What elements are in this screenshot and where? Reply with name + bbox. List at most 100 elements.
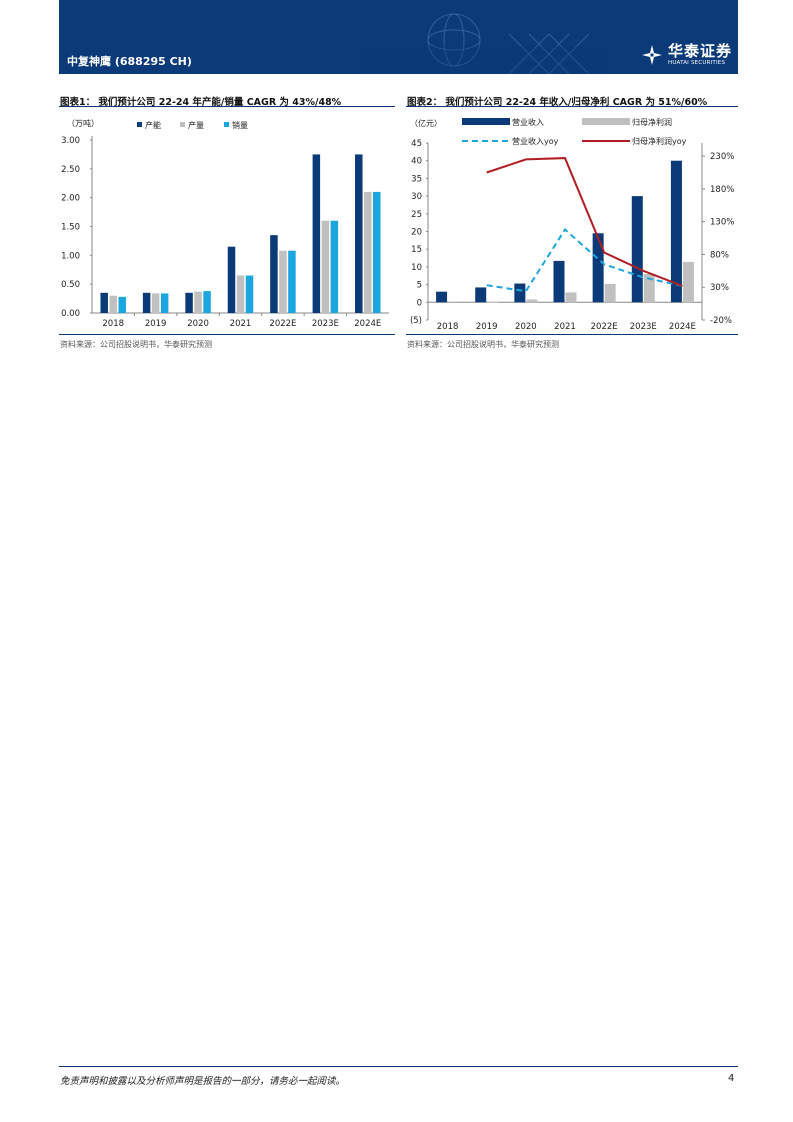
chart1-y-tick: 1.00 xyxy=(61,251,80,261)
chart2-y2-tick: 30% xyxy=(710,283,729,293)
chart2-x-tick: 2024E xyxy=(669,322,696,332)
footer-disclaimer: 免责声明和披露以及分析师声明是报告的一部分，请务必一起阅读。 xyxy=(60,1076,346,1087)
chart1-bar-产量 xyxy=(321,220,330,313)
chart2-bar-营业收入 xyxy=(670,160,682,303)
chart1-x-tick: 2022E xyxy=(269,319,296,329)
chart2-y-tick: (5) xyxy=(410,316,422,326)
chart1-bar-产量 xyxy=(236,275,245,313)
chart1-legend-label: 产能 xyxy=(145,120,161,130)
chart1-x-tick: 2021 xyxy=(230,319,252,329)
chart2-bar-归母净利润 xyxy=(487,301,499,303)
logo-text-cn: 华泰证券 xyxy=(667,42,732,60)
logo-text-en: HUATAI SECURITIES xyxy=(667,60,726,66)
chart1-bar-产能 xyxy=(355,154,363,313)
figure2-bottom-rule xyxy=(406,334,738,335)
chart1-bar-产量 xyxy=(109,295,117,313)
page-number: 4 xyxy=(728,1073,735,1084)
chart2-y2-tick: 230% xyxy=(710,152,734,162)
chart2-x-tick: 2020 xyxy=(515,322,537,332)
chart1-y-tick: 3.00 xyxy=(61,136,80,146)
chart2-bar-营业收入 xyxy=(475,287,487,303)
figure2-source: 资料来源：公司招股说明书，华泰研究预测 xyxy=(407,340,559,349)
chart1-legend-swatch xyxy=(180,122,185,127)
chart2-y-tick: 40 xyxy=(411,157,422,167)
chart2-legend-swatch xyxy=(462,118,510,125)
chart2-bar-营业收入 xyxy=(514,283,526,303)
chart2-y-tick: 5 xyxy=(417,281,422,291)
chart1-bar-产能 xyxy=(312,154,321,313)
chart2-bar-归母净利润 xyxy=(682,261,694,303)
chart1-legend-swatch xyxy=(224,122,229,127)
chart1-x-tick: 2020 xyxy=(187,319,209,329)
chart1-x-tick: 2023E xyxy=(312,319,339,329)
chart1-x-tick: 2018 xyxy=(102,319,124,329)
chart2-y-tick: 30 xyxy=(411,192,422,202)
chart2-revenue-profit: （亿元） (5) 0 5 10 15 20 25 30 35 40 45 -20% 30% 80% 130% 1… xyxy=(410,117,734,332)
chart1-bar-产能 xyxy=(227,246,236,313)
chart1-legend-swatch xyxy=(137,122,142,127)
huatai-logo-icon xyxy=(641,45,662,65)
chart1-bar-销量 xyxy=(373,191,381,313)
figure1-source: 资料来源：公司招股说明书，华泰研究预测 xyxy=(60,340,212,349)
chart2-line-营业收入yoy xyxy=(486,228,683,293)
chart1-x-tick: 2024E xyxy=(354,319,381,329)
chart1-bar-产能 xyxy=(142,292,151,313)
header-pattern xyxy=(359,13,609,74)
chart1-bar-产量 xyxy=(194,291,202,313)
chart1-legend-label: 产量 xyxy=(188,120,204,130)
chart2-unit-label: （亿元） xyxy=(410,118,442,128)
stock-ticker: 中复神鹰 (688295 CH) xyxy=(67,55,192,68)
chart1-bar-产量 xyxy=(364,191,372,313)
chart1-y-tick: 1.50 xyxy=(61,223,80,233)
chart2-y2-tick: 130% xyxy=(710,218,734,228)
chart2-line-归母净利润yoy xyxy=(486,157,683,287)
chart1-capacity-sales: （万吨） 0.00 0.50 1.00 1.50 2.00 2.50 3.00 2018 2019… xyxy=(61,118,389,329)
chart2-y-tick: 20 xyxy=(411,228,422,238)
chart2-bar-营业收入 xyxy=(631,196,643,303)
chart2-legend-label: 归母净利润 xyxy=(632,117,672,127)
chart2-x-tick: 2022E xyxy=(591,322,618,332)
chart1-y-tick: 0.00 xyxy=(61,309,80,319)
chart1-bar-销量 xyxy=(160,293,169,313)
chart1-bar-销量 xyxy=(330,220,339,313)
chart2-x-tick: 2023E xyxy=(630,322,657,332)
chart1-bar-产量 xyxy=(279,250,287,313)
chart2-bar-归母净利润 xyxy=(643,273,655,303)
chart1-bar-产能 xyxy=(185,292,193,313)
company-logo: 华泰证券 HUATAI SECURITIES xyxy=(641,40,732,70)
chart1-y-tick: 0.50 xyxy=(61,280,80,290)
chart2-bar-归母净利润 xyxy=(526,299,538,303)
chart2-y-tick: 25 xyxy=(411,210,422,220)
chart2-legend-label: 营业收入yoy xyxy=(512,136,559,146)
chart2-legend-swatch xyxy=(582,118,630,125)
figure1-bottom-rule xyxy=(59,334,395,335)
chart1-bar-产能 xyxy=(100,292,108,313)
chart2-bar-营业收入 xyxy=(592,233,604,303)
chart2-x-tick: 2019 xyxy=(476,322,498,332)
chart1-bar-产量 xyxy=(151,293,160,313)
figure1-top-rule xyxy=(59,106,395,107)
figure2-top-rule xyxy=(406,106,738,107)
chart2-legend-label: 归母净利润yoy xyxy=(632,136,687,146)
chart2-bar-营业收入 xyxy=(553,260,565,303)
chart2-x-tick: 2018 xyxy=(437,322,459,332)
chart2-legend-label: 营业收入 xyxy=(512,117,544,127)
chart2-bar-归母净利润 xyxy=(604,283,616,303)
chart2-x-tick: 2021 xyxy=(554,322,576,332)
chart1-unit-label: （万吨） xyxy=(67,118,99,128)
chart1-y-tick: 2.00 xyxy=(61,194,80,204)
chart2-y-tick: 15 xyxy=(411,245,422,255)
chart2-y2-tick: -20% xyxy=(710,316,732,326)
chart1-y-tick: 2.50 xyxy=(61,165,80,175)
chart1-bar-产能 xyxy=(270,235,278,313)
chart1-bar-销量 xyxy=(118,296,126,313)
chart2-bar-营业收入 xyxy=(436,291,448,303)
figure2-title: 图表2： 我们预计公司 22-24 年收入/归母净利 CAGR 为 51%/60… xyxy=(407,97,708,108)
chart1-legend-label: 销量 xyxy=(232,120,248,130)
chart1-x-tick: 2019 xyxy=(145,319,167,329)
chart1-bar-销量 xyxy=(245,275,254,313)
footer-rule xyxy=(59,1066,738,1067)
chart1-bar-销量 xyxy=(288,250,296,313)
chart2-y2-tick: 80% xyxy=(710,250,729,260)
chart2-bar-归母净利润 xyxy=(448,302,460,303)
